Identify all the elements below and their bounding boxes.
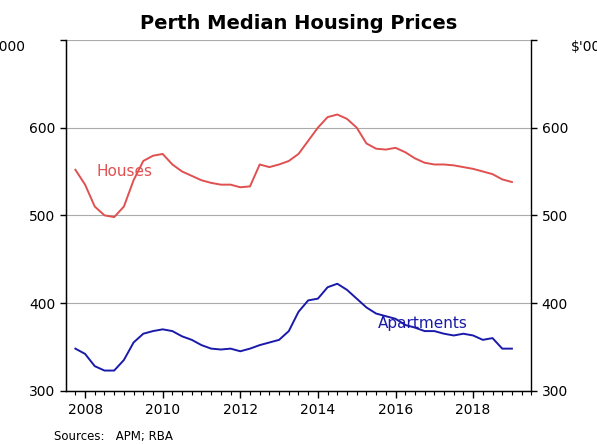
Text: Apartments: Apartments: [378, 316, 468, 331]
Text: $'000: $'000: [571, 40, 597, 54]
Text: Houses: Houses: [97, 163, 153, 178]
Title: Perth Median Housing Prices: Perth Median Housing Prices: [140, 14, 457, 33]
Text: Sources:   APM; RBA: Sources: APM; RBA: [54, 429, 173, 443]
Text: $'000: $'000: [0, 40, 26, 54]
